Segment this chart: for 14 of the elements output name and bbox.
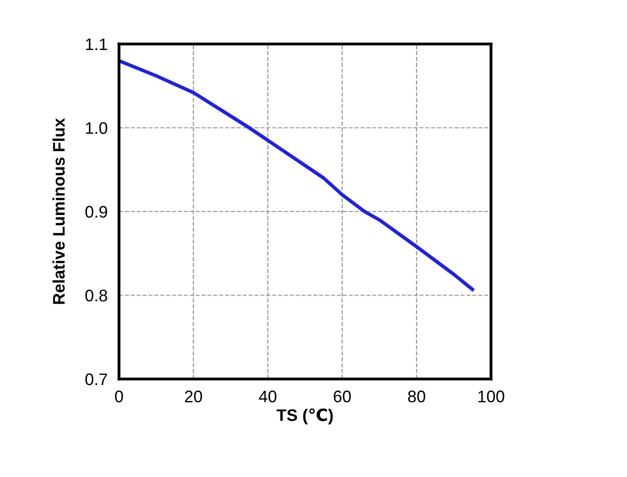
y-tick-label: 0.7	[85, 373, 108, 386]
line-series	[119, 59, 474, 292]
x-tick-label: 60	[334, 390, 351, 402]
x-tick-label: 20	[184, 390, 202, 402]
y-tick-label: 0.9	[85, 206, 108, 218]
y-axis-title: Relative Luminous Flux	[52, 118, 65, 304]
x-tick-label: 100	[478, 390, 504, 402]
y-tick-label: 1.0	[86, 122, 108, 134]
x-tick-label: 40	[258, 390, 276, 402]
x-tick-label: 80	[408, 390, 426, 402]
x-axis-title: TS (℃)	[276, 408, 333, 424]
x-tick-label: 0	[115, 390, 123, 402]
y-tick-label: 1.1	[86, 38, 108, 50]
y-tick-label: 0.8	[85, 290, 108, 302]
